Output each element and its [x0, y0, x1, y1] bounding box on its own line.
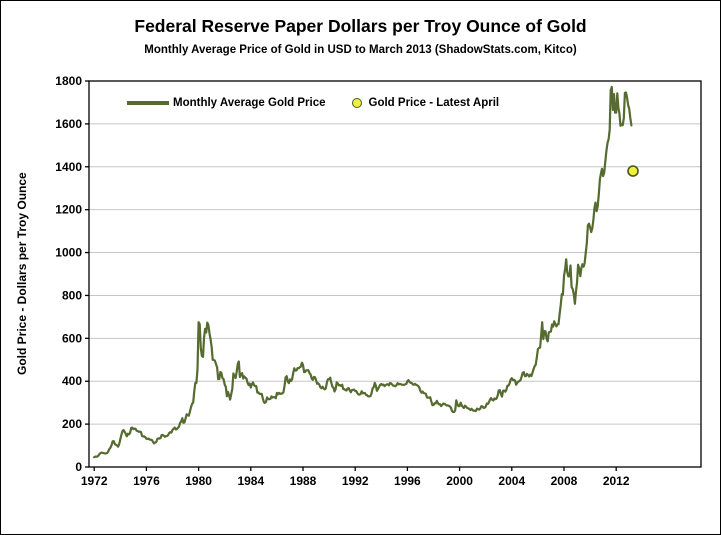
y-tick-label: 1000 — [55, 246, 82, 260]
x-tick-label: 1984 — [237, 474, 264, 488]
latest-april-swatch — [351, 98, 362, 108]
x-tick-label: 2004 — [498, 474, 525, 488]
y-tick-label: 400 — [62, 374, 82, 388]
x-tick-label: 1972 — [81, 474, 108, 488]
y-tick-label: 200 — [62, 417, 82, 431]
legend: Monthly Average Gold Price Gold Price - … — [127, 97, 499, 109]
y-tick-label: 600 — [62, 331, 82, 345]
x-tick-label: 1980 — [185, 474, 212, 488]
y-tick-label: 0 — [75, 460, 82, 474]
chart-subtitle: Monthly Average Price of Gold in USD to … — [144, 44, 577, 56]
latest-april-label: Gold Price - Latest April — [368, 97, 500, 109]
x-tick-label: 2008 — [551, 474, 578, 488]
chart-title: Federal Reserve Paper Dollars per Troy O… — [134, 16, 587, 36]
latest-april-marker — [627, 165, 639, 177]
x-tick-label: 1996 — [394, 474, 421, 488]
line-series-label: Monthly Average Gold Price — [173, 97, 326, 109]
gold-price-line — [93, 85, 633, 459]
y-tick-label: 800 — [62, 288, 82, 302]
y-tick-label: 1600 — [55, 117, 82, 131]
y-tick-label: 1800 — [55, 74, 82, 88]
y-tick-label: 1200 — [55, 203, 82, 217]
x-tick-label: 1992 — [342, 474, 369, 488]
x-tick-label: 2000 — [446, 474, 473, 488]
plot-border — [88, 80, 702, 468]
x-tick-label: 2012 — [603, 474, 630, 488]
line-series-swatch — [127, 101, 169, 105]
x-tick-label: 1988 — [290, 474, 317, 488]
y-tick-label: 1400 — [55, 160, 82, 174]
x-tick-label: 1976 — [133, 474, 160, 488]
